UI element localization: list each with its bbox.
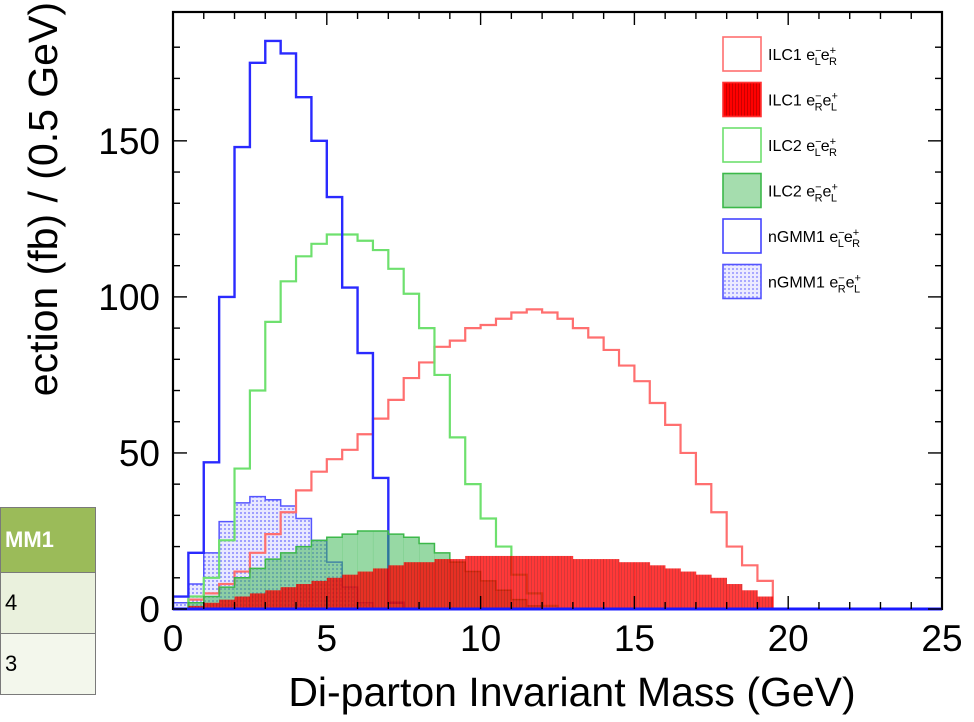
x-tick-label: 15 — [614, 618, 655, 659]
side-table-cell: 4 — [0, 572, 96, 634]
legend-label: nGMM1 e− Re+ L — [768, 273, 861, 296]
legend-swatch — [722, 263, 762, 300]
histogram-bar — [419, 562, 435, 609]
histogram-bar — [480, 555, 497, 609]
x-tick-label: 10 — [460, 618, 501, 659]
histogram-bar — [680, 571, 697, 609]
x-tick-label: 0 — [163, 618, 184, 659]
histogram-bar — [511, 555, 528, 609]
histogram-bar — [711, 577, 727, 609]
histogram-bar — [726, 584, 743, 609]
histogram-bar — [326, 577, 343, 609]
histogram-bar — [449, 559, 466, 609]
histogram-bar — [311, 580, 328, 609]
histogram-bar — [695, 574, 712, 609]
histogram-bar — [249, 593, 266, 609]
histogram-bar — [203, 552, 220, 609]
histogram-bar — [619, 562, 635, 609]
histogram-bar — [465, 555, 481, 609]
x-tick-label: 20 — [768, 618, 809, 659]
histogram-bar — [188, 602, 205, 609]
legend-label: ILC2 e− Le+ R — [768, 136, 837, 159]
x-tick-label: 5 — [317, 618, 338, 659]
legend-swatch — [722, 81, 762, 118]
histogram-bar — [372, 568, 389, 609]
histogram-bar — [542, 555, 558, 609]
y-tick-label: 0 — [139, 589, 160, 630]
histogram-bar — [357, 571, 374, 609]
histogram-bar — [603, 559, 620, 609]
histogram-bar — [495, 555, 512, 609]
histogram-bar — [403, 562, 420, 609]
histogram-bar — [219, 599, 235, 609]
legend-swatch — [722, 36, 762, 72]
histogram-series-line — [173, 308, 789, 611]
histogram-bar — [280, 587, 297, 609]
legend-label: ILC2 e− Re+ L — [768, 182, 838, 205]
y-tick-label: 50 — [119, 433, 160, 474]
histogram-bar — [634, 562, 651, 609]
legend-label: nGMM1 e− Le+ R — [768, 227, 860, 250]
histogram-bar — [557, 555, 574, 609]
histogram-bar — [173, 602, 189, 609]
legend-label: ILC1 e− Le+ R — [768, 45, 837, 68]
histogram-bar — [296, 584, 312, 609]
y-axis-label: ection (fb) / (0.5 GeV) — [20, 2, 66, 396]
histogram-bar — [649, 565, 666, 609]
histogram-bar — [757, 596, 774, 609]
histogram-bar — [342, 574, 358, 609]
legend-swatch — [722, 127, 762, 163]
histogram-bar — [742, 590, 758, 609]
histogram-bar — [434, 559, 451, 609]
y-tick-label: 150 — [98, 121, 160, 162]
histogram-bar — [234, 596, 251, 609]
y-tick-label: 100 — [98, 277, 160, 318]
histogram-bar — [388, 565, 404, 609]
histogram-bar — [588, 559, 604, 609]
legend-swatch — [722, 218, 762, 254]
legend-swatch — [722, 172, 762, 209]
side-table-cell: 3 — [0, 633, 96, 695]
side-table-header: MM1 — [0, 507, 96, 573]
histogram-bar — [265, 590, 281, 609]
histogram-bar — [665, 568, 681, 609]
histogram-bar — [188, 605, 205, 609]
legend-label: ILC1 e− Re+ L — [768, 91, 838, 114]
histogram-bar — [526, 555, 543, 609]
x-axis-label: Di-parton Invariant Mass (GeV) — [288, 669, 855, 715]
histogram-bar — [572, 559, 589, 609]
side-table: MM1 4 3 — [0, 507, 96, 695]
x-tick-label: 25 — [921, 618, 962, 659]
histogram-bar — [203, 602, 220, 609]
